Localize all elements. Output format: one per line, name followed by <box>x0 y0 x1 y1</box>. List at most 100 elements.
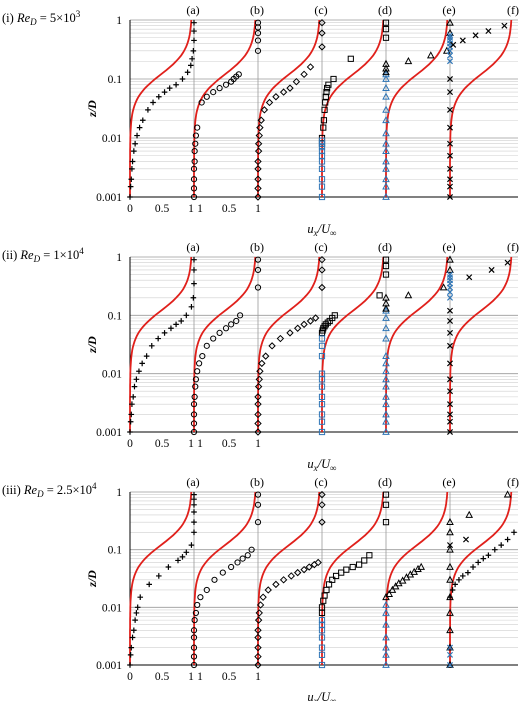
square-marker <box>361 557 368 564</box>
square-marker <box>318 634 326 641</box>
triangle-marker <box>382 650 390 658</box>
diamond-marker <box>254 410 262 419</box>
plus-marker <box>165 564 172 570</box>
diamond-marker <box>318 29 326 37</box>
triangle-marker <box>382 313 390 321</box>
plus-marker <box>504 536 511 543</box>
x-tick-label: 0 <box>127 671 133 683</box>
circle-marker <box>203 93 210 100</box>
plus-marker <box>134 604 141 611</box>
circle-marker <box>190 428 198 436</box>
triangle-marker <box>465 510 474 518</box>
plus-marker <box>173 321 179 328</box>
diamond-marker <box>254 140 263 148</box>
diamond-marker <box>314 558 322 567</box>
diamond-marker <box>272 580 280 589</box>
diamond-marker <box>300 565 308 574</box>
profile-plus <box>127 19 197 200</box>
plus-marker <box>127 194 133 200</box>
diamond-marker <box>318 283 326 292</box>
profile-triangle <box>382 255 454 312</box>
triangle-marker <box>442 46 451 54</box>
x-marker <box>446 176 454 183</box>
profile-circle <box>190 19 262 201</box>
circle-marker <box>190 653 198 660</box>
circle-marker <box>254 37 262 44</box>
square-marker <box>318 152 326 159</box>
circle-marker <box>198 99 205 106</box>
square-marker <box>318 651 326 658</box>
circle-marker <box>254 29 262 37</box>
plus-marker <box>137 594 144 600</box>
triangle-marker <box>382 382 390 390</box>
plus-marker <box>150 99 156 106</box>
plus-marker <box>175 557 181 564</box>
circle-marker <box>190 401 198 408</box>
x-axis-label: ux/U∞ <box>307 690 336 701</box>
square-marker <box>332 572 340 580</box>
x-marker <box>446 58 454 65</box>
square-marker <box>382 519 390 526</box>
model-curve <box>449 256 513 432</box>
x-marker <box>446 401 454 408</box>
block-title-eq: = 5×10 <box>37 11 76 25</box>
diamond-marker <box>306 63 315 71</box>
plus-marker <box>188 62 194 69</box>
circle-marker <box>254 19 262 26</box>
x-marker <box>446 193 454 201</box>
x-marker <box>446 32 454 39</box>
triangle-marker <box>382 633 390 641</box>
x-tick-label: 1 <box>197 203 203 215</box>
block-title-prefix: (i) <box>2 11 17 25</box>
block-title: (i) ReD = 5×103 <box>2 9 81 27</box>
circle-marker <box>254 24 262 31</box>
model-curve <box>385 256 449 432</box>
square-marker <box>382 271 390 278</box>
square-marker <box>347 55 354 62</box>
triangle-marker <box>382 399 390 408</box>
plus-marker <box>134 132 140 139</box>
panel-label: (b) <box>250 240 264 254</box>
triangle-marker <box>446 18 454 26</box>
plus-marker <box>456 577 462 583</box>
plus-marker <box>191 529 197 536</box>
x-marker <box>462 536 470 543</box>
circle-marker <box>228 321 235 328</box>
triangle-marker <box>446 528 454 536</box>
diamond-marker <box>256 367 264 375</box>
plus-marker <box>485 552 492 559</box>
diamond-marker <box>305 563 313 571</box>
x-axis-label: ux/U∞ <box>307 222 336 238</box>
x-marker <box>446 183 454 190</box>
circle-marker <box>190 165 198 172</box>
block-title-eq: = 1×10 <box>40 248 79 262</box>
x-tick-label: 1 <box>197 671 203 683</box>
triangle-marker <box>382 608 390 616</box>
triangle-marker <box>385 589 394 597</box>
square-marker <box>366 552 373 559</box>
y-tick-label: 0.001 <box>96 192 122 204</box>
plus-marker <box>127 662 133 668</box>
plus-marker <box>145 107 151 113</box>
x-marker <box>446 360 454 367</box>
triangle-marker <box>446 517 454 526</box>
y-tick-label: 0.001 <box>96 660 122 672</box>
square-marker <box>382 19 390 26</box>
diamond-marker <box>255 131 263 140</box>
circle-marker <box>222 325 230 332</box>
square-marker <box>325 81 332 88</box>
square-marker <box>318 644 326 651</box>
square-marker <box>321 323 328 330</box>
plus-marker <box>148 343 155 349</box>
plus-marker <box>128 176 135 183</box>
triangle-marker <box>446 626 454 634</box>
plus-marker <box>127 652 134 658</box>
triangle-marker <box>382 129 390 137</box>
x-axis-label-sub: x <box>313 463 318 473</box>
triangle-marker <box>382 600 390 608</box>
x-marker <box>466 274 473 281</box>
circle-marker <box>236 312 244 319</box>
y-tick-label: 0.1 <box>108 545 123 557</box>
plus-marker <box>449 587 456 593</box>
